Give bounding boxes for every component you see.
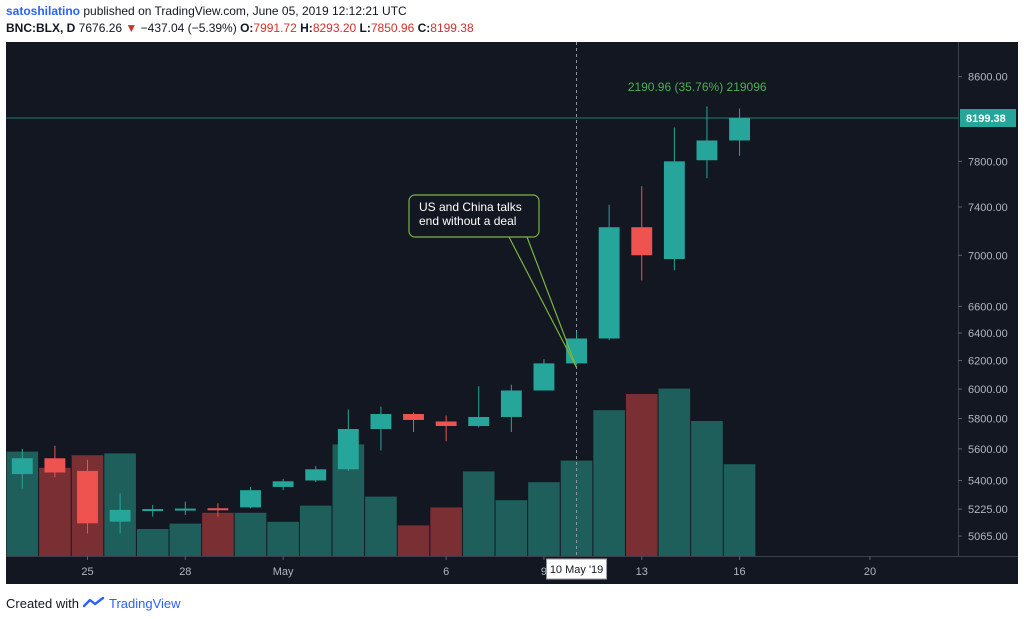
time-axis-background <box>6 556 1018 584</box>
change-value: −437.04 (−5.39%) <box>140 21 237 35</box>
price-tick-label-8: 6600.00 <box>968 301 1008 313</box>
volume-bar-21 <box>691 421 723 556</box>
candle-body-0[interactable] <box>11 458 33 475</box>
candle-body-12[interactable] <box>403 413 424 420</box>
volume-bar-6 <box>202 512 234 556</box>
candle-body-19[interactable] <box>631 227 653 256</box>
symbol-label: BNC:BLX, D <box>6 21 76 35</box>
candle-body-13[interactable] <box>435 421 457 426</box>
high-value: 8293.20 <box>312 21 357 35</box>
candle-body-21[interactable] <box>696 140 718 161</box>
crosshair-date-badge <box>546 558 608 580</box>
time-tick-label-1: 28 <box>179 566 191 578</box>
annotation-text-line-1: end without a deal <box>419 214 516 228</box>
price-tick-label-11: 7800.00 <box>968 156 1008 168</box>
close-label: C: <box>417 21 431 35</box>
measure-label: 2190.96 (35.76%) 219096 <box>628 80 767 94</box>
crosshair-date-label: 10 May '19 <box>550 564 603 576</box>
candle-body-17[interactable] <box>566 338 587 364</box>
candle-body-6[interactable] <box>207 508 229 511</box>
price-tick-label-9: 7000.00 <box>968 250 1008 262</box>
annotation-pointer <box>508 236 578 368</box>
price-tick-label-12: 8600.00 <box>968 72 1008 84</box>
candle-body-4[interactable] <box>142 509 164 512</box>
candle-body-15[interactable] <box>500 390 522 417</box>
volume-bar-12 <box>397 525 430 556</box>
volume-bar-20 <box>658 388 691 556</box>
created-with-label: Created with <box>6 595 79 611</box>
open-value: 7991.72 <box>253 21 297 35</box>
candle-body-10[interactable] <box>337 429 359 470</box>
candle-body-5[interactable] <box>174 508 196 511</box>
volume-bar-14 <box>462 471 495 556</box>
price-tick-label-5: 6000.00 <box>968 384 1008 396</box>
tradingview-brand-link[interactable]: TradingView <box>108 595 181 611</box>
time-tick-label-7: 20 <box>864 566 876 578</box>
volume-bar-1 <box>39 467 71 556</box>
candle-body-1[interactable] <box>44 458 66 473</box>
low-value: 7850.96 <box>370 21 415 35</box>
tradingview-logo-icon <box>82 597 105 608</box>
price-tick-label-10: 7400.00 <box>968 202 1008 214</box>
time-tick-label-5: 13 <box>636 566 648 578</box>
volume-bar-9 <box>299 505 332 556</box>
time-tick-label-3: 6 <box>443 566 449 578</box>
candle-body-16[interactable] <box>533 363 555 391</box>
volume-bar-13 <box>430 507 462 556</box>
chart-header: satoshilatino published on TradingView.c… <box>6 3 1016 39</box>
price-tick-label-0: 5065.00 <box>968 531 1008 543</box>
chart-area[interactable]: 5065.00 5225.00 5400.00 5600.00 5800.00 6000.… <box>6 42 1018 584</box>
candlestick-chart[interactable]: 5065.00 5225.00 5400.00 5600.00 5800.00 6000.… <box>6 42 1018 584</box>
price-axis-background <box>958 42 1018 556</box>
candle-body-3[interactable] <box>109 509 131 522</box>
volume-bar-19 <box>625 394 658 556</box>
volume-bar-22 <box>723 464 756 556</box>
candle-body-14[interactable] <box>468 416 490 426</box>
candle-body-22[interactable] <box>729 117 750 141</box>
candle-body-11[interactable] <box>370 413 392 430</box>
time-tick-label-2: May <box>273 566 294 578</box>
candle-body-2[interactable] <box>77 470 98 524</box>
publish-info: published on TradingView.com, June 05, 2… <box>83 4 407 18</box>
low-label: L: <box>359 21 371 35</box>
open-label: O: <box>240 21 254 35</box>
price-tick-label-7: 6400.00 <box>968 328 1008 340</box>
ohlc-line: BNC:BLX, D 7676.26 ▼ −437.04 (−5.39%) O:… <box>6 20 1016 37</box>
price-tick-label-1: 5225.00 <box>968 504 1008 516</box>
last-price-badge <box>960 109 1016 128</box>
last-price-badge-label: 8199.38 <box>966 113 1006 125</box>
time-tick-label-6: 16 <box>733 566 745 578</box>
down-arrow-icon: ▼ <box>125 21 138 35</box>
time-tick-label-4: 9 <box>541 566 547 578</box>
high-label: H: <box>300 21 313 35</box>
price-tick-label-2: 5400.00 <box>968 475 1008 487</box>
price-tick-label-6: 6200.00 <box>968 356 1008 368</box>
volume-bar-16 <box>528 482 560 556</box>
footer: Created with TradingView <box>6 594 181 612</box>
last-price: 7676.26 <box>78 21 123 35</box>
author-link[interactable]: satoshilatino <box>6 4 81 18</box>
candle-body-8[interactable] <box>272 481 294 487</box>
price-tick-label-3: 5600.00 <box>968 444 1008 456</box>
volume-bar-5 <box>169 523 202 556</box>
candle-body-7[interactable] <box>240 490 261 508</box>
close-value: 8199.38 <box>430 21 474 35</box>
volume-bar-18 <box>593 410 625 556</box>
publish-line: satoshilatino published on TradingView.c… <box>6 3 1016 20</box>
time-tick-label-0: 25 <box>81 566 93 578</box>
annotation-box[interactable] <box>408 194 540 238</box>
candle-body-20[interactable] <box>663 161 685 259</box>
price-tick-label-4: 5800.00 <box>968 413 1008 425</box>
plot-background <box>6 42 958 556</box>
volume-bar-11 <box>365 496 397 556</box>
annotation-text-line-0: US and China talks <box>419 200 522 214</box>
volume-bar-7 <box>234 512 267 556</box>
candle-body-9[interactable] <box>305 469 327 481</box>
volume-bar-4 <box>136 529 169 556</box>
candle-body-18[interactable] <box>598 227 620 339</box>
volume-bar-15 <box>495 500 528 556</box>
volume-bar-8 <box>267 521 299 556</box>
